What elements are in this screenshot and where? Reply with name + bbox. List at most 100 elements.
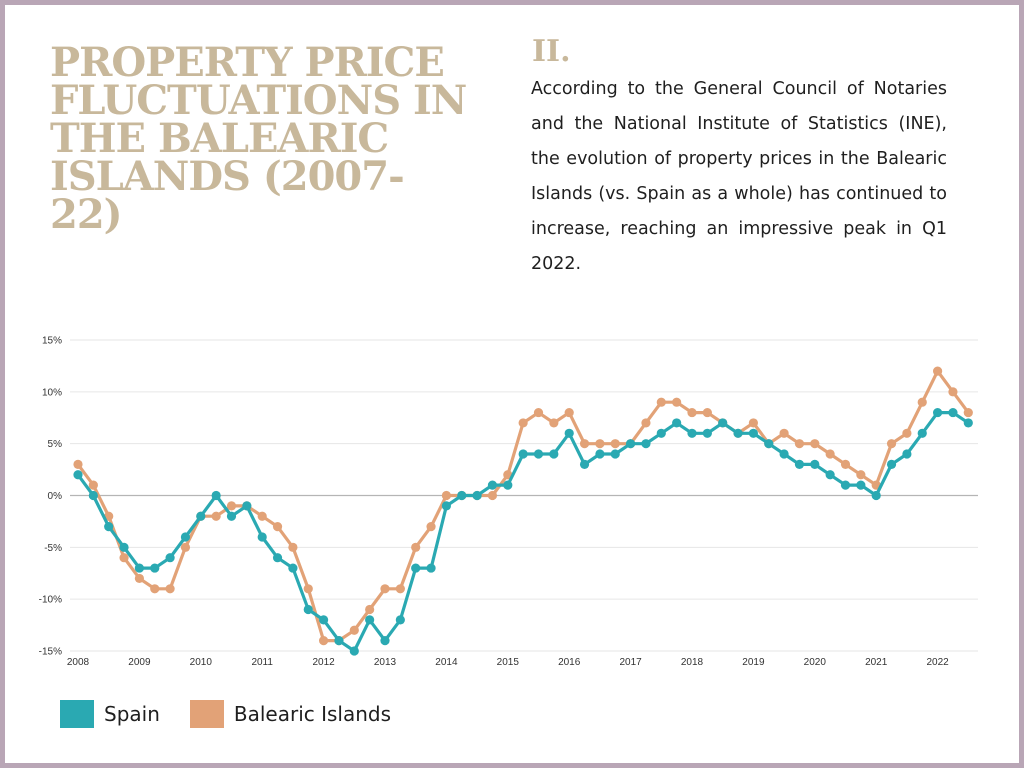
data-point — [917, 428, 927, 438]
data-point — [134, 573, 144, 584]
data-point — [595, 439, 605, 449]
data-point — [319, 636, 329, 646]
x-tick-label: 2019 — [742, 657, 765, 668]
data-point — [533, 449, 544, 459]
data-point — [441, 501, 451, 511]
data-point — [165, 553, 175, 563]
data-point — [810, 439, 820, 449]
data-point — [917, 397, 927, 407]
data-point — [672, 397, 682, 407]
line-chart: 15%10%5%0%-5%-10%-15% 2008 2009 2010 2011 20… — [39, 336, 978, 668]
data-point — [472, 490, 482, 501]
data-point — [226, 501, 237, 511]
data-point — [242, 501, 252, 511]
x-tick-label: 2010 — [190, 657, 213, 668]
y-tick-label: 15% — [42, 336, 62, 347]
data-point — [687, 407, 697, 418]
data-point — [702, 428, 712, 438]
x-tick-label: 2008 — [67, 657, 90, 668]
data-point — [196, 511, 206, 521]
data-point — [948, 407, 958, 418]
data-point — [579, 459, 590, 469]
data-point — [794, 439, 805, 449]
data-point — [441, 490, 451, 501]
data-point — [718, 418, 728, 428]
data-point — [411, 542, 421, 552]
data-point — [779, 449, 789, 459]
data-point — [426, 522, 436, 532]
data-point — [641, 439, 651, 449]
data-point — [503, 480, 513, 490]
x-tick-label: 2014 — [435, 657, 458, 668]
legend-swatch-spain — [60, 700, 94, 728]
data-point — [672, 418, 682, 428]
legend-label-balearic: Balearic Islands — [233, 702, 392, 726]
data-point — [380, 584, 390, 594]
data-point — [165, 584, 175, 594]
y-axis-ticks: 15% 10% 5% 0% -5% -10% -15% — [39, 336, 62, 658]
data-point — [963, 407, 973, 418]
x-tick-label: 2011 — [251, 657, 273, 668]
data-point — [257, 532, 267, 542]
x-tick-label: 2018 — [681, 657, 704, 668]
data-point — [134, 563, 144, 573]
y-tick-label: -15% — [39, 647, 62, 658]
data-point — [626, 439, 636, 449]
data-point — [426, 563, 436, 573]
data-point — [748, 418, 759, 428]
data-point — [564, 428, 574, 438]
legend-label-spain: Spain — [104, 702, 160, 726]
data-point — [595, 449, 605, 459]
data-point — [288, 542, 298, 552]
data-point — [487, 490, 498, 501]
series-line — [76, 411, 970, 653]
data-point — [764, 439, 774, 449]
data-point — [948, 387, 958, 397]
data-point — [902, 449, 912, 459]
data-point — [303, 584, 313, 594]
x-tick-label: 2015 — [497, 657, 520, 668]
data-point — [687, 428, 697, 438]
data-point — [641, 418, 651, 428]
data-point — [349, 646, 359, 656]
data-point — [487, 480, 498, 490]
data-point — [288, 563, 298, 573]
x-axis-ticks: 2008 2009 2010 2011 2012 2013 2014 2015 2016 2017… — [67, 657, 949, 668]
data-point — [963, 418, 973, 428]
data-point — [272, 553, 283, 563]
legend-item-balearic: Balearic Islands — [189, 700, 392, 728]
data-point — [457, 490, 467, 501]
data-point — [549, 449, 559, 459]
description-text: According to the General Council of Nota… — [531, 79, 947, 274]
data-point — [549, 418, 559, 428]
data-point — [150, 563, 160, 573]
data-point — [88, 490, 98, 501]
data-point — [902, 428, 912, 438]
data-point — [794, 459, 805, 469]
data-point — [748, 428, 759, 438]
legend-item-spain: Spain — [60, 700, 160, 728]
data-point — [395, 615, 405, 625]
data-point — [104, 522, 114, 532]
data-point — [856, 480, 866, 490]
data-point — [349, 625, 359, 635]
data-point — [656, 428, 666, 438]
x-tick-label: 2017 — [619, 657, 642, 668]
section-number: II. — [532, 34, 571, 69]
data-point — [211, 511, 221, 521]
y-tick-label: -5% — [44, 543, 62, 554]
data-point — [365, 604, 375, 615]
y-tick-label: 5% — [48, 439, 63, 450]
data-point — [119, 553, 129, 563]
data-point — [933, 366, 943, 376]
x-tick-label: 2016 — [558, 657, 581, 668]
y-tick-label: 0% — [48, 491, 63, 502]
data-point — [226, 511, 237, 521]
series-spain — [73, 407, 973, 656]
x-tick-label: 2009 — [128, 657, 151, 668]
data-point — [180, 542, 191, 552]
data-point — [656, 397, 666, 407]
data-point — [810, 459, 820, 469]
x-tick-label: 2012 — [312, 657, 335, 668]
